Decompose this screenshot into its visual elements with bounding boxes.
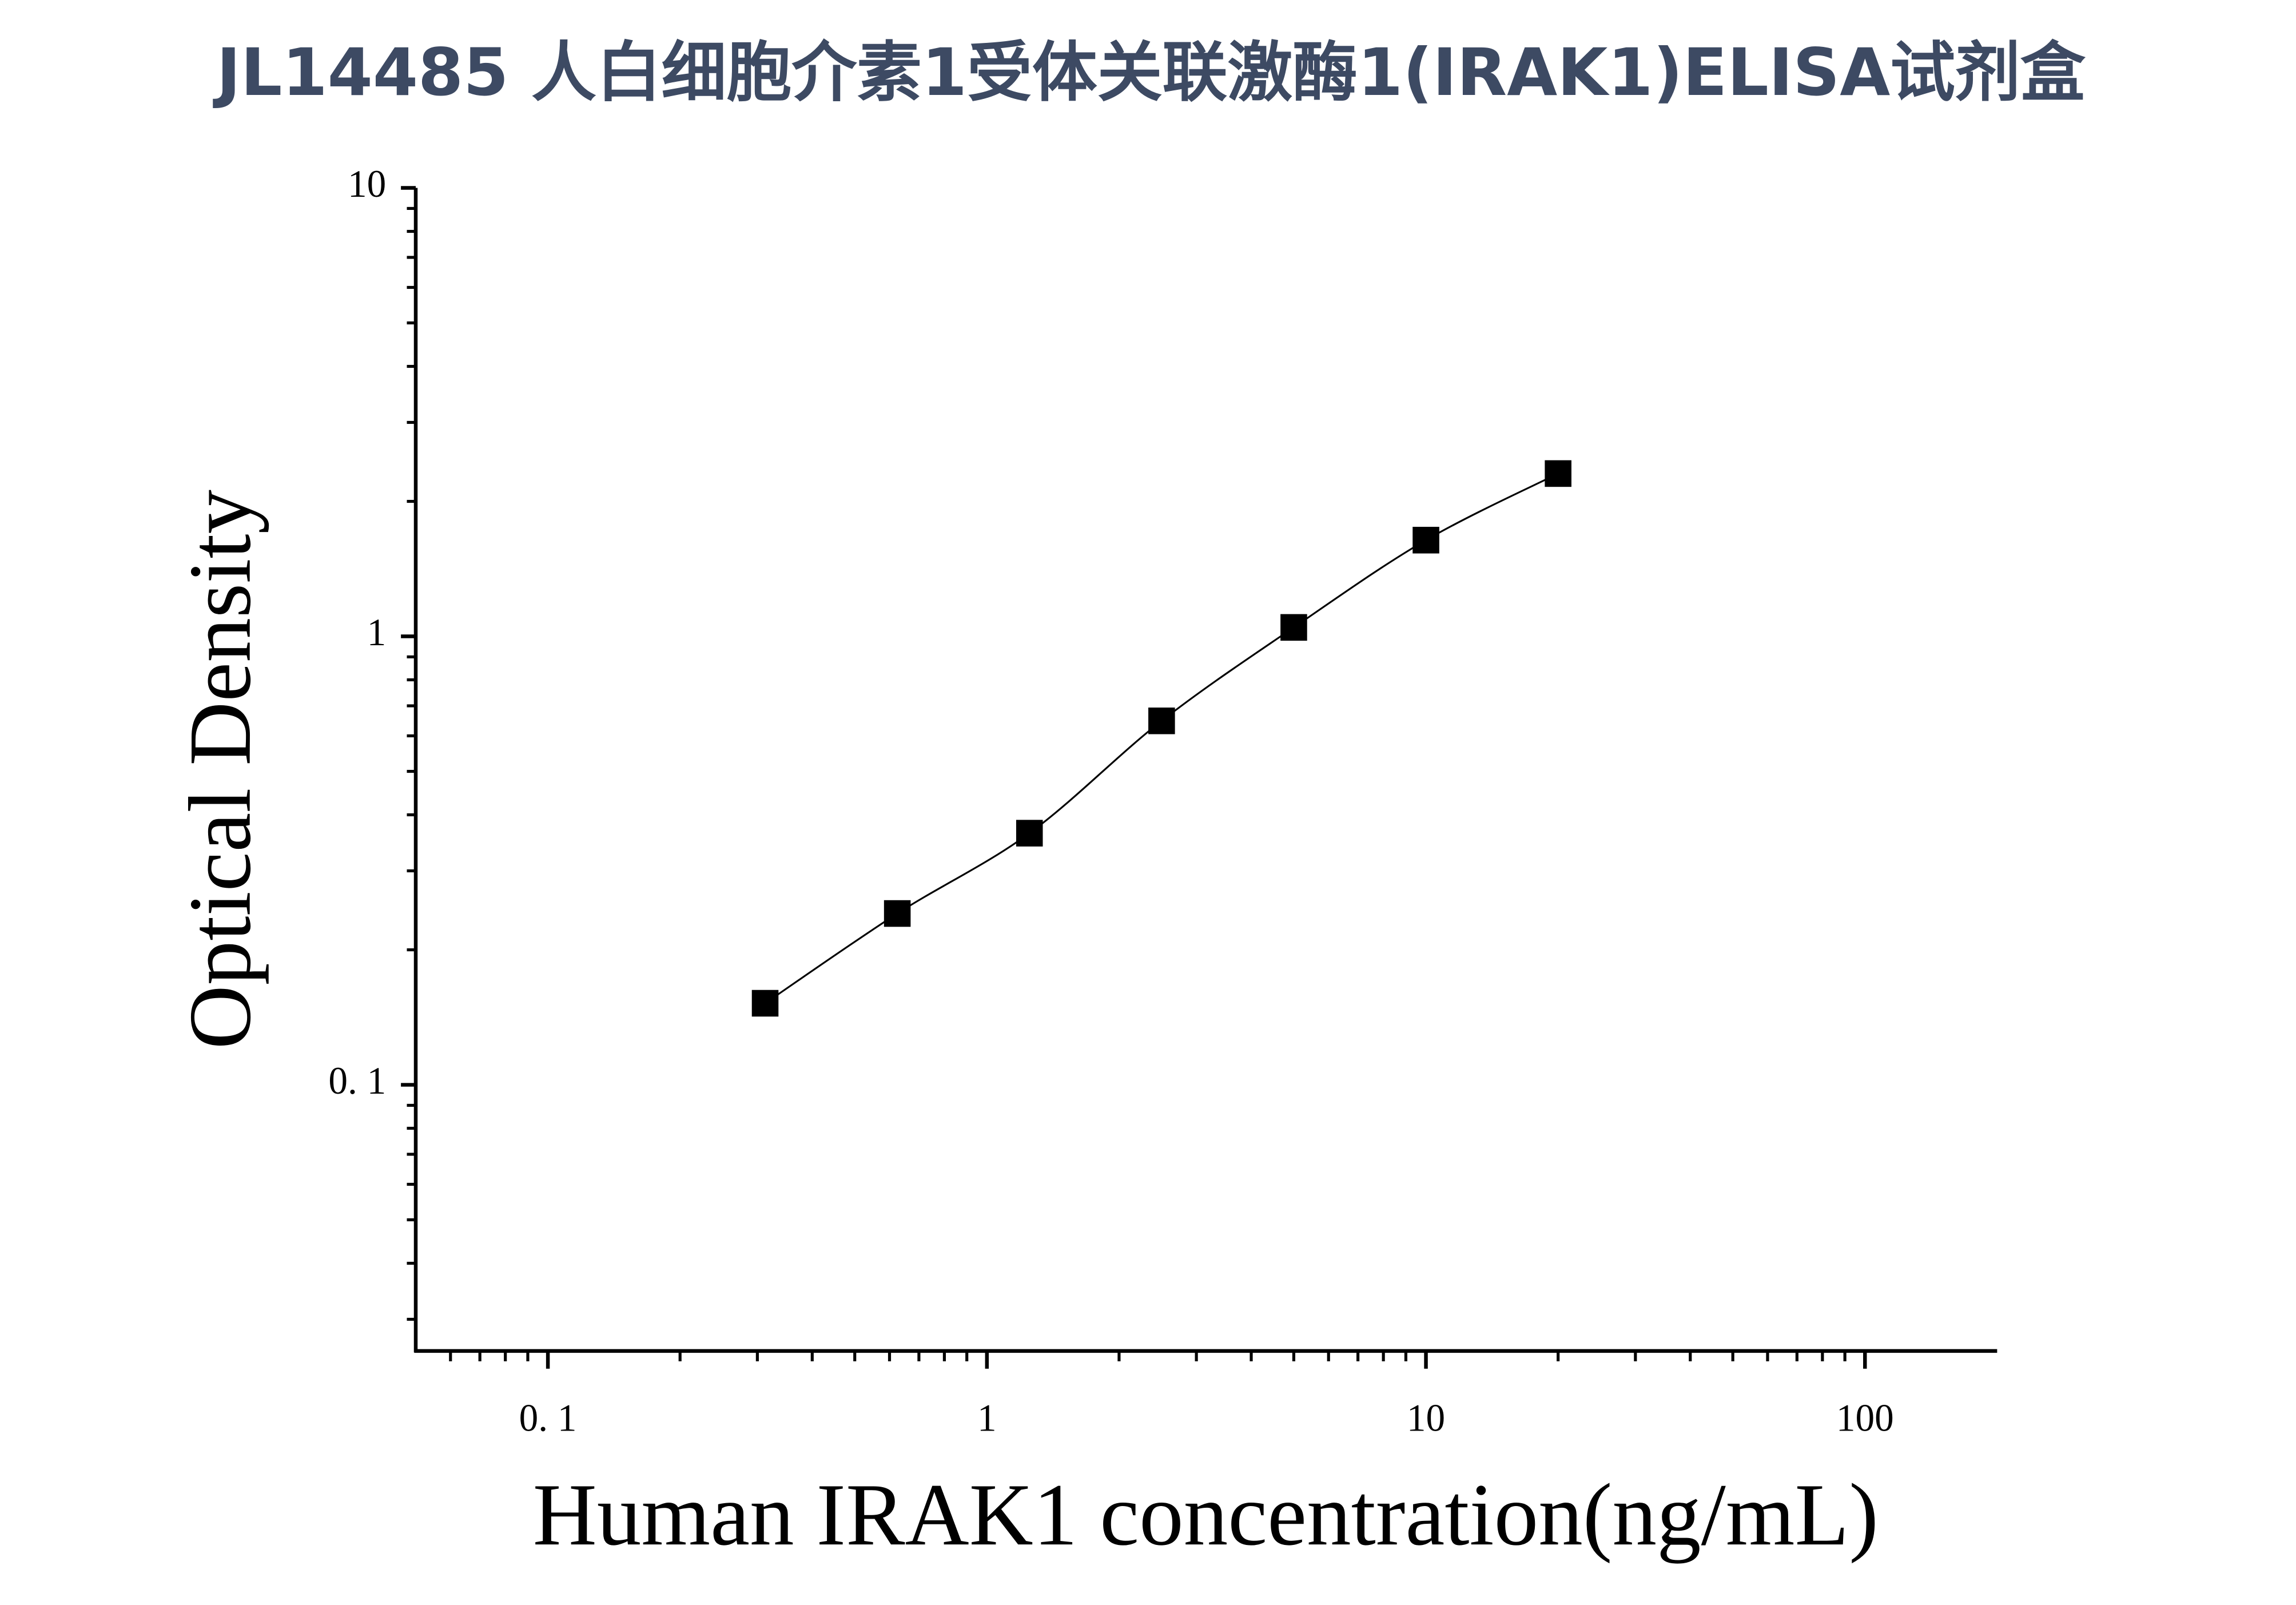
data-point	[1545, 460, 1571, 487]
x-tick-label: 0. 1	[519, 1396, 577, 1439]
data-point	[884, 900, 911, 927]
x-tick-label: 100	[1836, 1396, 1894, 1439]
y-axis-label: Optical Density	[171, 490, 269, 1049]
x-axis-label: Human IRAK1 concentration(ng/mL)	[533, 1465, 1879, 1564]
y-tick-label: 0. 1	[328, 1059, 386, 1102]
data-point	[1148, 707, 1175, 734]
x-tick-label: 1	[977, 1396, 997, 1439]
y-tick-label: 10	[348, 162, 386, 205]
y-tick-label: 1	[367, 611, 387, 654]
data-point	[1016, 820, 1043, 847]
data-point	[1412, 527, 1439, 554]
data-point	[751, 990, 779, 1017]
x-tick-label: 10	[1407, 1396, 1445, 1439]
chart-title: JL14485 人白细胞介素1受体关联激酶1(IRAK1)ELISA试剂盒	[213, 34, 2086, 110]
data-point	[1280, 614, 1307, 641]
